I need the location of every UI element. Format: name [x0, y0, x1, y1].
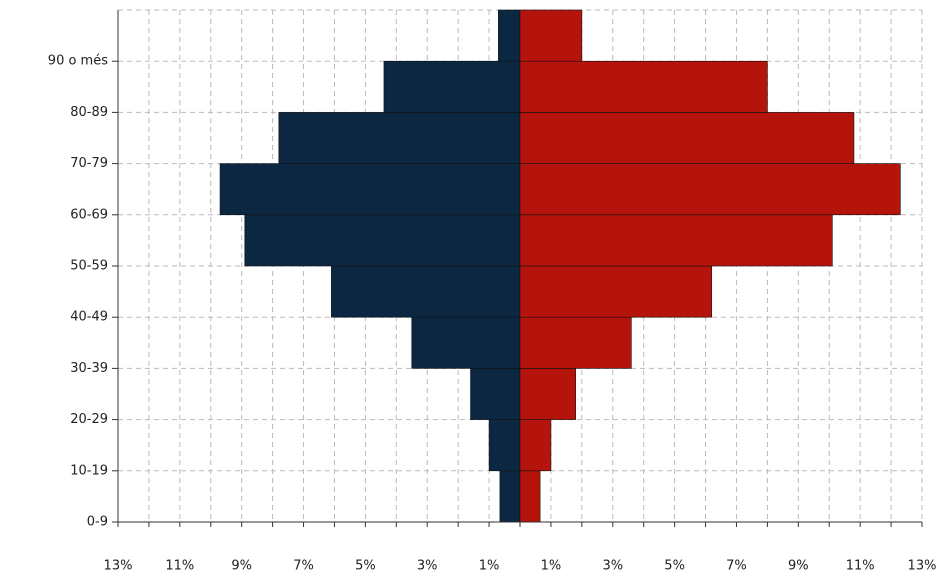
y-tick-label: 10-19	[70, 463, 108, 478]
x-tick-label: 1%	[541, 559, 562, 574]
x-tick-label: 11%	[165, 559, 194, 574]
bar	[519, 60, 768, 113]
x-tick-label: 7%	[293, 559, 314, 574]
y-tick-label: 60-69	[70, 207, 108, 222]
bar	[519, 265, 713, 318]
x-tick-label: 3%	[602, 559, 623, 574]
x-tick-label: 9%	[231, 559, 252, 574]
bar	[219, 163, 521, 216]
x-tick-label: 5%	[664, 559, 685, 574]
bar	[244, 214, 521, 267]
bar	[519, 163, 901, 216]
bar	[331, 265, 521, 318]
bar	[519, 316, 632, 369]
x-tick-label: 3%	[417, 559, 438, 574]
x-tick-label: 5%	[355, 559, 376, 574]
y-tick-label: 0-9	[87, 515, 108, 530]
x-tick-label: 9%	[788, 559, 809, 574]
y-tick-label: 30-39	[70, 361, 108, 376]
x-tick-label: 1%	[479, 559, 500, 574]
y-tick-label: 90 o més	[48, 54, 108, 69]
y-tick-label: 50-59	[70, 259, 108, 274]
x-tick-label: 13%	[104, 559, 133, 574]
bar	[488, 419, 521, 472]
bar	[498, 9, 521, 62]
bar	[519, 470, 541, 523]
bar	[499, 470, 521, 523]
bar	[383, 60, 521, 113]
y-tick-label: 20-29	[70, 412, 108, 427]
bar	[278, 112, 521, 164]
bar	[519, 419, 552, 472]
x-tick-label: 7%	[726, 559, 747, 574]
x-tick-label: 11%	[846, 559, 875, 574]
y-tick-label: 80-89	[70, 105, 108, 120]
y-tick-label: 70-79	[70, 156, 108, 171]
bar	[519, 368, 576, 420]
bar	[470, 368, 521, 420]
y-tick-label: 40-49	[70, 310, 108, 325]
x-tick-label: 13%	[908, 559, 937, 574]
bar	[519, 112, 855, 164]
bar	[411, 316, 521, 369]
bar	[519, 9, 583, 62]
bar	[519, 214, 833, 267]
